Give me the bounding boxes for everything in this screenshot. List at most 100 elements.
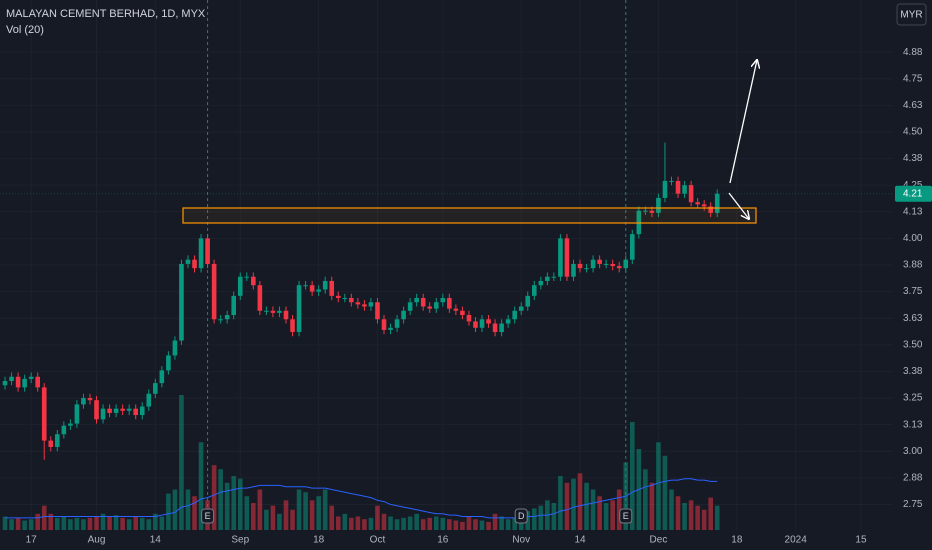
candle-body	[362, 304, 367, 307]
volume-bar	[538, 505, 544, 530]
last-price-box	[895, 185, 932, 202]
candle-body	[394, 319, 400, 328]
candle-body	[597, 259, 602, 264]
volume-label: Vol (20)	[6, 24, 44, 36]
volume-bar	[349, 517, 354, 530]
candle-body	[166, 355, 171, 371]
candle-body	[629, 234, 635, 260]
candle-body	[303, 285, 308, 287]
volume-bar	[55, 517, 60, 530]
currency[interactable]: MYR	[900, 10, 922, 21]
x-tick-label: 14	[150, 535, 162, 546]
candle-body	[192, 259, 197, 269]
volume-bar	[531, 508, 537, 530]
candle-body	[277, 310, 282, 313]
volume-ma-line	[5, 478, 718, 519]
event-label: E	[205, 511, 211, 521]
event-badge	[514, 508, 528, 524]
candle-body	[512, 310, 517, 320]
candle-body	[198, 238, 204, 269]
candle-body	[185, 259, 191, 264]
x-tick-label: Aug	[88, 535, 106, 546]
candle-body	[107, 408, 112, 413]
y-tick-label: 4.13	[903, 206, 923, 217]
candle-body	[237, 276, 243, 296]
candle-body	[708, 206, 714, 213]
y-tick-label: 3.25	[903, 393, 923, 404]
candle-body	[146, 393, 152, 407]
candle-body	[244, 276, 250, 278]
volume-bar	[675, 496, 681, 530]
candle-body	[296, 285, 302, 333]
volume-bar	[571, 478, 576, 530]
volume-bar	[466, 516, 472, 530]
candle-body	[623, 259, 629, 269]
x-tick-label: 16	[437, 535, 449, 546]
volume-bar	[251, 503, 256, 530]
x-tick-label: Dec	[650, 535, 668, 546]
candle-body	[81, 398, 86, 405]
candle-body	[466, 315, 472, 322]
candle-body	[322, 280, 328, 290]
volume-bar	[153, 513, 158, 530]
candle-body	[682, 185, 687, 194]
candle-body	[133, 408, 139, 416]
volume-bar	[237, 478, 243, 530]
candle-body	[401, 310, 406, 320]
x-tick-label: 15	[855, 535, 867, 546]
candle-body	[564, 238, 570, 277]
volume-bar	[139, 517, 145, 530]
volume-bar	[81, 519, 86, 530]
volume-bar	[68, 519, 73, 530]
candle-body	[2, 381, 8, 386]
x-tick-label: Nov	[512, 535, 530, 546]
event-label: D	[518, 511, 525, 521]
candle-body	[355, 302, 361, 305]
candle-body	[87, 398, 93, 401]
volume-bar	[714, 505, 720, 530]
volume-bar	[695, 505, 700, 530]
event-label: E	[623, 511, 629, 521]
y-tick-label: 4.38	[903, 153, 923, 164]
volume-bar	[701, 509, 707, 530]
volume-bar	[643, 469, 648, 530]
currency-box[interactable]	[896, 3, 927, 26]
candle-body	[427, 306, 433, 309]
candle-body	[264, 310, 269, 312]
volume-bar	[322, 489, 328, 530]
x-tick-label: 18	[313, 535, 325, 546]
candle-body	[525, 295, 531, 307]
candle-body	[577, 263, 583, 269]
arrow-down	[728, 192, 749, 219]
candle-body	[375, 302, 380, 320]
candle-body	[433, 302, 439, 309]
volume-bar	[688, 500, 694, 530]
candle-body	[35, 376, 41, 388]
volume-bar	[290, 509, 295, 530]
volume-bar	[453, 520, 459, 530]
candle-body	[590, 259, 596, 269]
candle-body	[316, 289, 321, 292]
event-badge	[201, 508, 215, 524]
volume-bar	[198, 442, 204, 530]
volume-bar	[166, 493, 171, 530]
y-tick-label: 4.00	[903, 233, 923, 244]
candle-body	[545, 276, 550, 281]
volume-bar	[401, 517, 406, 530]
arrow-up	[729, 60, 757, 184]
volume-bar	[505, 519, 511, 530]
candle-body	[349, 297, 354, 303]
candle-body	[381, 319, 387, 330]
candle-body	[9, 376, 14, 382]
volume-bar	[342, 513, 348, 530]
candle-body	[407, 302, 413, 311]
y-tick-label: 3.13	[903, 419, 923, 430]
volume-bar	[355, 516, 361, 530]
candle-body	[492, 323, 498, 333]
volume-bar	[486, 521, 491, 530]
volume-bar	[224, 482, 230, 530]
volume-bar	[211, 465, 217, 530]
y-tick-label: 2.75	[903, 499, 923, 510]
y-tick-label: 3.38	[903, 366, 923, 377]
